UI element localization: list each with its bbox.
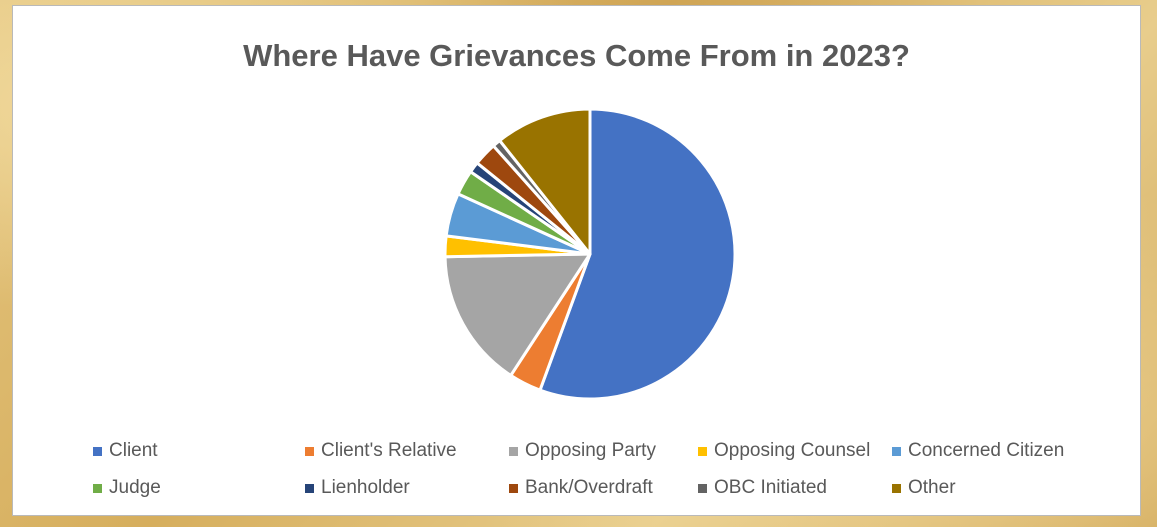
legend-item-obc-initiated: OBC Initiated	[698, 477, 827, 499]
legend-item-client: Client	[93, 440, 158, 462]
chart-legend: Client Client's Relative Opposing Party …	[93, 440, 1133, 510]
legend-swatch-client	[93, 446, 102, 456]
chart-panel: Where Have Grievances Come From in 2023?…	[12, 5, 1141, 516]
legend-label-clients-relative: Client's Relative	[321, 440, 457, 461]
legend-item-other: Other	[892, 477, 956, 499]
legend-label-client: Client	[109, 440, 158, 461]
legend-label-opposing-party: Opposing Party	[525, 440, 656, 461]
chart-title: Where Have Grievances Come From in 2023?	[243, 38, 910, 73]
legend-swatch-concerned-citizen	[892, 446, 901, 456]
legend-label-concerned-citizen: Concerned Citizen	[908, 440, 1065, 461]
legend-item-judge: Judge	[93, 477, 161, 499]
legend-label-other: Other	[908, 477, 956, 498]
legend-swatch-other	[892, 483, 901, 493]
legend-swatch-clients-relative	[305, 446, 314, 456]
legend-label-bank-overdraft: Bank/Overdraft	[525, 477, 653, 498]
legend-item-opposing-party: Opposing Party	[509, 440, 656, 462]
legend-label-obc-initiated: OBC Initiated	[714, 477, 827, 498]
pie-slices	[443, 107, 737, 401]
legend-item-clients-relative: Client's Relative	[305, 440, 457, 462]
legend-label-lienholder: Lienholder	[321, 477, 410, 498]
legend-item-lienholder: Lienholder	[305, 477, 410, 499]
legend-swatch-bank-overdraft	[509, 483, 518, 493]
legend-swatch-obc-initiated	[698, 483, 707, 493]
legend-item-opposing-counsel: Opposing Counsel	[698, 440, 870, 462]
legend-label-judge: Judge	[109, 477, 161, 498]
legend-item-bank-overdraft: Bank/Overdraft	[509, 477, 653, 499]
pie-chart	[443, 107, 737, 401]
pie-slice-other	[498, 107, 592, 256]
legend-label-opposing-counsel: Opposing Counsel	[714, 440, 871, 461]
pie-slice-opposing-party	[443, 252, 592, 377]
legend-swatch-lienholder	[305, 483, 314, 493]
pie-slice-client	[538, 107, 737, 401]
legend-item-concerned-citizen: Concerned Citizen	[892, 440, 1064, 462]
legend-swatch-opposing-party	[509, 446, 518, 456]
legend-swatch-judge	[93, 483, 102, 493]
legend-swatch-opposing-counsel	[698, 446, 707, 456]
